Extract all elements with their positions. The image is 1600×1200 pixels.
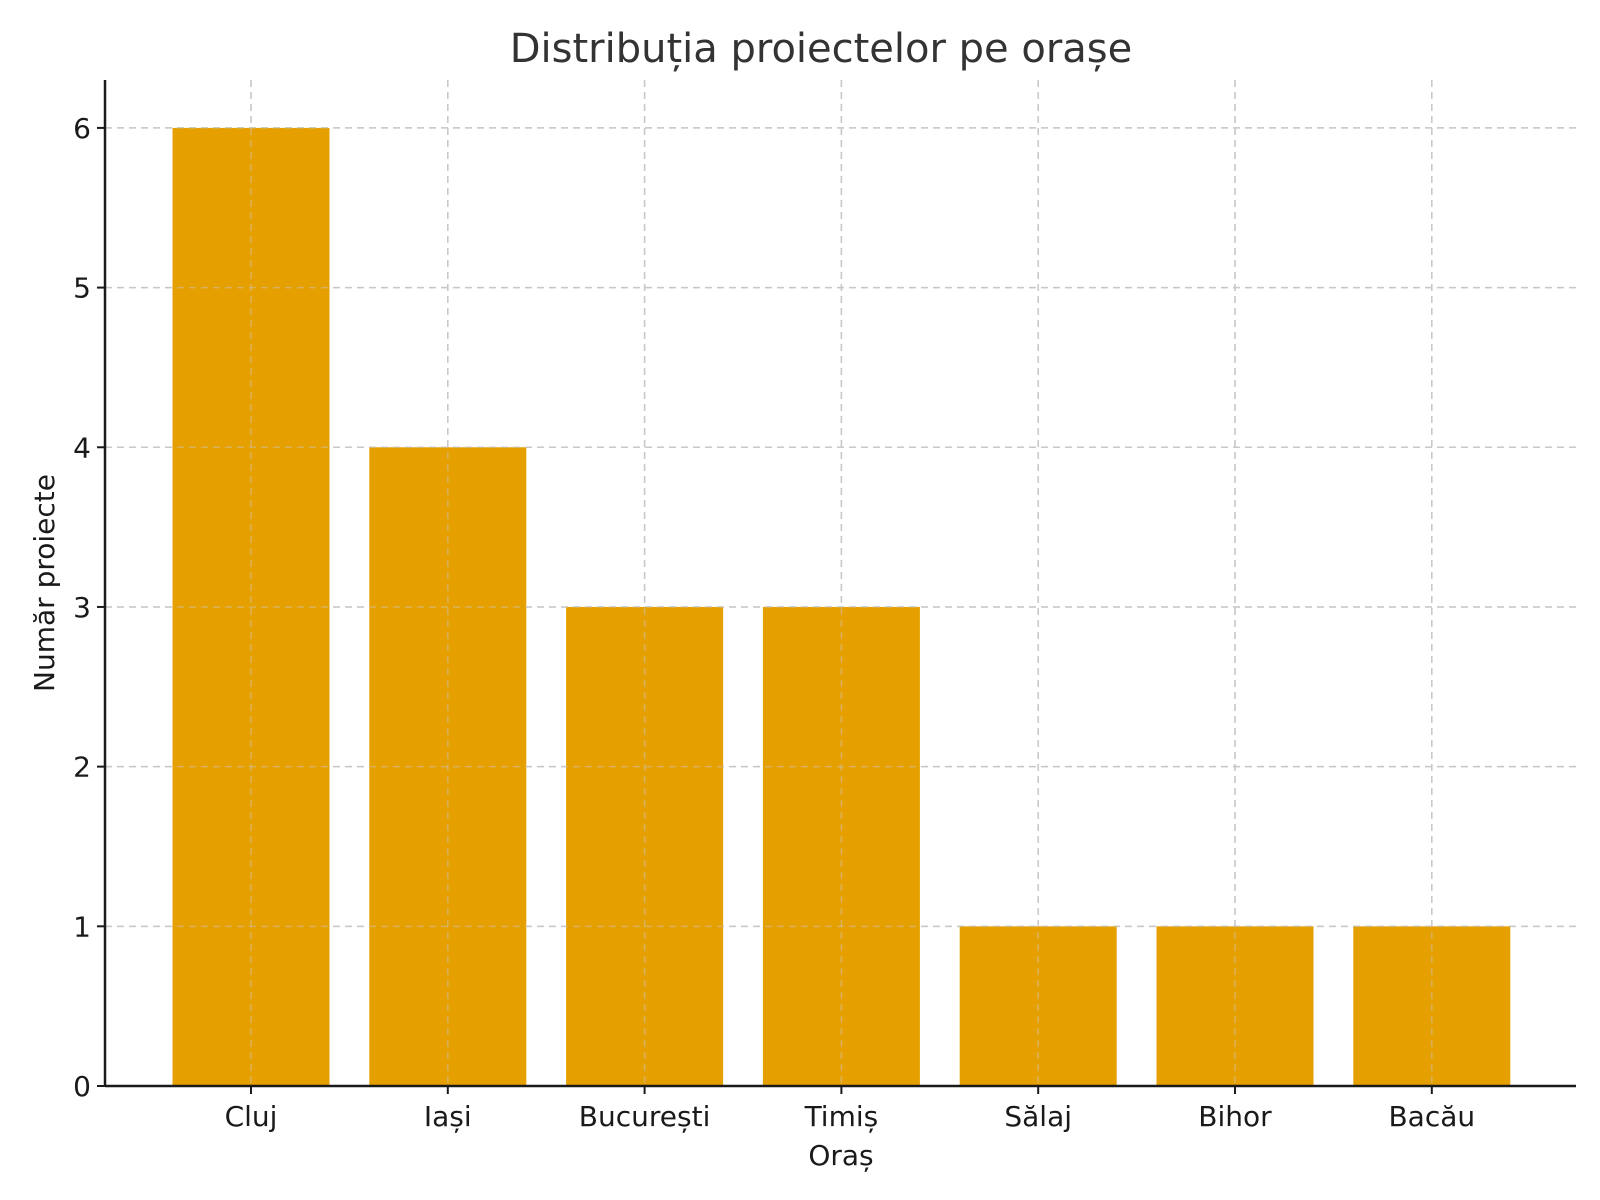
grid-overlay xyxy=(105,80,1576,1086)
y-tick-label: 5 xyxy=(73,272,91,305)
bar-3 xyxy=(762,606,920,1086)
x-tick-labels: Cluj Iași București Timiș Sălaj Bihor Bacău xyxy=(225,1086,1475,1133)
x-tick-label: Bacău xyxy=(1388,1100,1475,1133)
x-tick-label: Iași xyxy=(424,1100,472,1133)
bar-1 xyxy=(369,447,527,1086)
x-tick-label: București xyxy=(579,1100,711,1133)
y-tick-label: 3 xyxy=(73,591,91,624)
x-tick-label: Sălaj xyxy=(1004,1100,1072,1133)
bar-5 xyxy=(1156,926,1314,1086)
x-tick-label: Timiș xyxy=(804,1100,879,1133)
y-tick-label: 0 xyxy=(73,1070,91,1103)
y-tick-label: 4 xyxy=(73,431,91,464)
x-tick-label: Cluj xyxy=(225,1100,278,1133)
x-tick-label: Bihor xyxy=(1198,1100,1272,1133)
y-tick-label: 1 xyxy=(73,910,91,943)
y-tick-label: 6 xyxy=(73,112,91,145)
bar-4 xyxy=(959,926,1117,1086)
bar-0 xyxy=(172,127,330,1086)
y-tick-label: 2 xyxy=(73,751,91,784)
chart-title: Distribuția proiectelor pe orașe xyxy=(510,26,1133,72)
y-tick-labels: 0 1 2 3 4 5 6 xyxy=(73,112,105,1103)
x-axis-label: Oraș xyxy=(808,1139,873,1172)
bar-2 xyxy=(566,606,724,1086)
y-axis-label: Număr proiecte xyxy=(28,474,61,692)
bar-6 xyxy=(1353,926,1511,1086)
bars xyxy=(172,127,1511,1086)
